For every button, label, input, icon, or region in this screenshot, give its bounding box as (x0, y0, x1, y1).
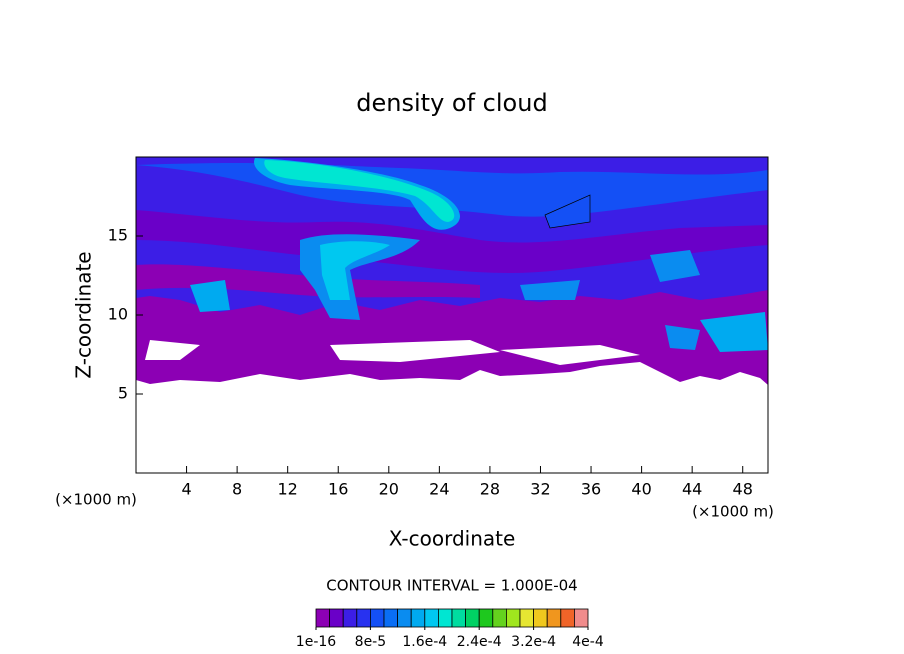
colorbar-label: 1e-16 (296, 634, 336, 650)
contour-interval: CONTOUR INTERVAL = 1.000E-04 (326, 577, 577, 595)
colorbar-box (546, 608, 562, 628)
colorbar-box (533, 608, 548, 628)
x-tick-label: 32 (530, 480, 550, 499)
colorbar-box (492, 608, 507, 628)
x-tick-label: 48 (733, 480, 753, 499)
colorbar-label: 3.2e-4 (511, 634, 556, 650)
contour-field (136, 157, 768, 385)
colorbar-box (560, 608, 575, 628)
colorbar-box (356, 608, 371, 628)
colorbar-box (478, 608, 494, 628)
x-tick-label: 12 (278, 480, 298, 499)
x-tick-label: 44 (682, 480, 702, 499)
colorbar-box (437, 608, 453, 628)
y-tick-label: 15 (108, 226, 128, 245)
x-tick-label: 28 (480, 480, 500, 499)
x-tick-label: 20 (379, 480, 399, 499)
y-tick-label: 5 (118, 384, 128, 403)
x-unit-label: (×1000 m) (692, 503, 774, 521)
colorbar-box (342, 608, 358, 628)
colorbar-box (451, 608, 467, 628)
colorbar-box (383, 608, 399, 628)
colorbar-box (315, 608, 331, 628)
colorbar-box (505, 608, 521, 628)
colorbar-box (410, 608, 426, 628)
colorbar-box (424, 608, 439, 628)
colorbar-box (519, 608, 535, 628)
y-tick-label: 10 (108, 305, 128, 324)
chart-title: density of cloud (356, 89, 547, 117)
x-axis-label: X-coordinate (389, 527, 516, 551)
colorbar-label: 2.4e-4 (457, 634, 502, 650)
x-tick-label: 8 (232, 480, 242, 499)
colorbar-box (329, 608, 344, 628)
x-tick-label: 4 (181, 480, 191, 499)
colorbar-label: 8e-5 (355, 634, 386, 650)
x-unit-label: (×1000 m) (55, 491, 137, 509)
colorbar-label: 1.6e-4 (402, 634, 447, 650)
x-tick-label: 40 (631, 480, 651, 499)
x-tick-label: 36 (581, 480, 601, 499)
colorbar-box (574, 608, 589, 628)
x-tick-label: 16 (328, 480, 348, 499)
colorbar-box (465, 608, 480, 628)
x-tick-label: 24 (429, 480, 449, 499)
colorbar-box (397, 608, 412, 628)
y-axis-label: Z-coordinate (72, 251, 96, 378)
colorbar-label: 4e-4 (572, 634, 604, 650)
colorbar-box (369, 608, 385, 628)
